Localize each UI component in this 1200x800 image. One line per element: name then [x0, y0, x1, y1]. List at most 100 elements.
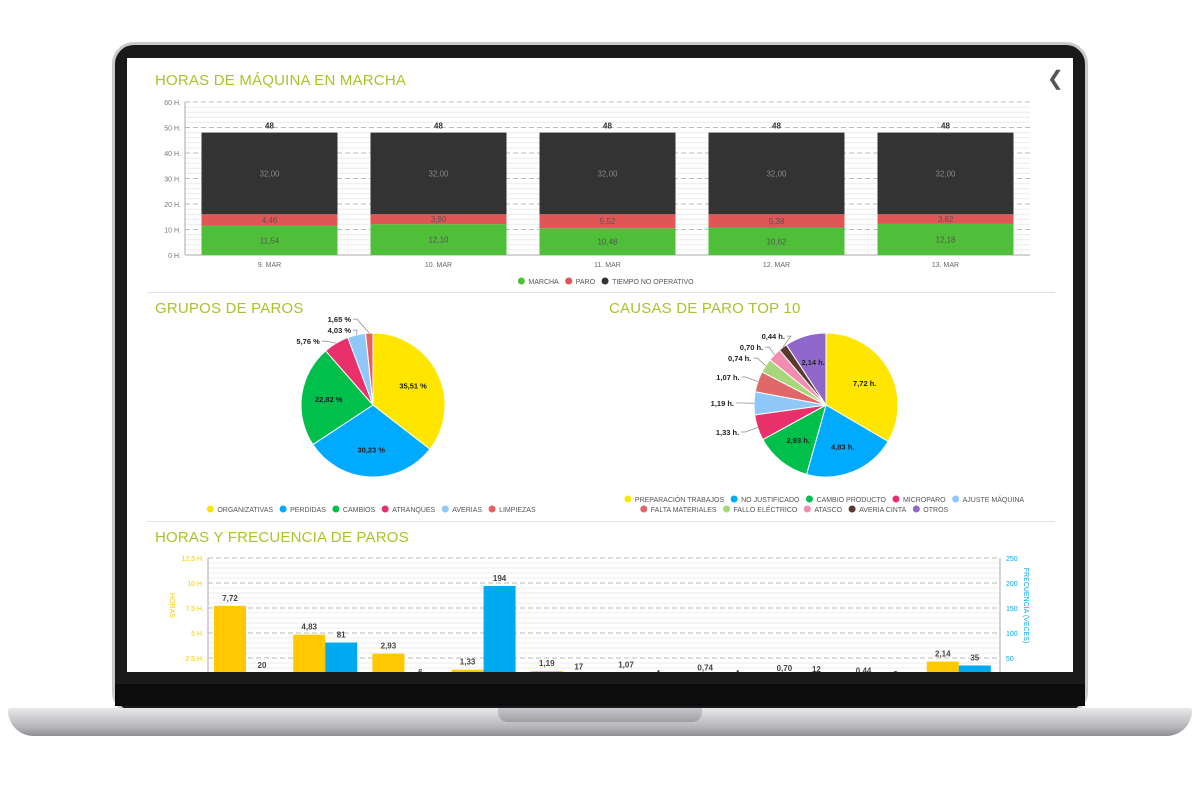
bar-tiempo-no-operativo — [539, 132, 676, 215]
data-label: 0,74 — [697, 664, 713, 672]
bar-horas — [451, 669, 484, 672]
data-label: 2,14 — [935, 650, 951, 659]
slice-label: 2,93 h. — [787, 436, 810, 445]
y-tick-label: 7.5 H. — [185, 606, 204, 613]
y-tick-label: 10 H. — [164, 228, 181, 235]
legend-marker — [803, 505, 811, 513]
y-tick-label: 0 H. — [168, 253, 181, 260]
data-label: 1,19 — [539, 659, 555, 668]
legend-label: FALTA MATERIALES — [651, 507, 717, 514]
y-tick-label: 50 H. — [164, 126, 181, 133]
bar-tiempo-no-operativo — [708, 132, 845, 215]
data-label: 194 — [493, 574, 507, 583]
data-label: 32,00 — [597, 169, 618, 178]
y-tick-label: 20 H. — [164, 202, 181, 209]
bar-tiempo-no-operativo — [877, 132, 1014, 215]
legend-label: MARCHA — [528, 279, 559, 286]
data-label: 32,00 — [766, 169, 787, 178]
x-tick-label: 9. MAR — [258, 262, 281, 269]
legend-label: ATRANQUES — [392, 507, 435, 514]
bar-paro — [201, 214, 338, 226]
bar-frecuencia — [483, 586, 516, 672]
legend-label: LIMPIEZAS — [499, 507, 536, 514]
legend-label: CAMBIO PRODUCTO — [816, 497, 886, 504]
leader-line — [353, 329, 358, 335]
pie-slice — [372, 332, 446, 450]
slice-label: 4,83 h. — [831, 442, 854, 451]
total-label: 48 — [772, 122, 781, 131]
laptop-bezel — [115, 684, 1085, 706]
data-label: 6 — [418, 668, 423, 672]
legend-label: PREPARACIÓN TRABAJOS — [635, 495, 725, 504]
leader-line — [765, 346, 775, 355]
bar-tiempo-no-operativo — [370, 132, 507, 215]
y-tick-label: 60 H. — [164, 100, 181, 107]
slice-label: 0,74 h. — [728, 354, 751, 363]
slice-label: 1,19 h. — [711, 399, 734, 408]
legend-marker — [892, 495, 900, 503]
data-label: 1,33 — [460, 658, 476, 667]
slice-label: 0,44 h. — [762, 332, 785, 341]
dashboard-screen: ❮ HORAS DE MÁQUINA EN MARCHA GRUPOS DE P… — [127, 58, 1073, 672]
chevron-left-icon[interactable]: ❮ — [1047, 68, 1064, 90]
legend-marker — [565, 277, 573, 285]
divider — [147, 292, 1055, 293]
slice-label: 5,76 % — [296, 337, 320, 346]
y-tick-label: 2.5 H. — [185, 656, 204, 663]
divider — [147, 521, 1055, 522]
legend-label: CAMBIOS — [343, 507, 376, 514]
legend-marker — [332, 505, 340, 513]
legend-marker — [640, 505, 648, 513]
slice-label: 1,33 h. — [716, 428, 739, 437]
slice-label: 4,03 % — [328, 326, 352, 335]
data-label: 5,52 — [600, 217, 616, 226]
legend-marker — [624, 495, 632, 503]
top-causes-title: CAUSAS DE PARO TOP 10 — [609, 300, 801, 317]
legend-marker — [517, 277, 525, 285]
x-tick-label: 11. MAR — [594, 262, 621, 269]
data-label: 32,00 — [935, 169, 956, 178]
legend-label: OTROS — [923, 507, 948, 514]
stop-groups-title: GRUPOS DE PAROS — [155, 300, 304, 317]
y-tick-label: 12.5 H. — [181, 556, 204, 563]
y-tick-label: 30 H. — [164, 177, 181, 184]
pie-slice — [825, 332, 899, 443]
bar-marcha — [370, 224, 507, 255]
legend-marker — [723, 505, 731, 513]
bar-frecuencia — [958, 665, 991, 672]
bar-paro — [708, 214, 845, 228]
legend-label: FALLO ELÉCTRICO — [734, 505, 798, 514]
total-label: 48 — [434, 122, 443, 131]
data-label: 2,93 — [381, 642, 397, 651]
data-label: 7,72 — [222, 594, 238, 603]
data-label: 10,48 — [597, 238, 618, 247]
charts-canvas: 0 H. 10 H. 20 H. 30 H. 40 H. 50 H. 60 H. 11,54 4… — [164, 100, 1030, 672]
bar-paro — [539, 214, 676, 229]
data-label: 11,54 — [260, 236, 280, 245]
data-label: 32,00 — [259, 169, 280, 178]
leader-line — [741, 376, 759, 382]
x-tick-label: 10. MAR — [425, 262, 452, 269]
legend-marker — [848, 505, 856, 513]
bar-horas — [372, 653, 405, 672]
data-label: 12,10 — [428, 236, 449, 245]
legend-marker — [601, 277, 609, 285]
pie-slice — [364, 332, 374, 406]
data-label: 12,18 — [935, 235, 956, 244]
data-label: 35 — [970, 654, 979, 663]
y-tick-label: 5 H. — [191, 631, 204, 638]
x-tick-label: 12. MAR — [763, 262, 790, 269]
slice-label: 1,07 h. — [716, 373, 739, 382]
data-label: 0,70 — [777, 664, 793, 672]
bar-horas — [293, 634, 326, 672]
data-label: 4,46 — [262, 216, 278, 225]
y2-tick-label: 200 — [1006, 581, 1018, 588]
pie-slice — [762, 403, 827, 475]
leader-line — [753, 357, 766, 366]
data-label: 81 — [337, 631, 346, 640]
laptop-notch — [498, 708, 702, 722]
legend-marker — [441, 505, 449, 513]
data-label: 4 — [656, 669, 661, 672]
data-label: 32,00 — [428, 169, 449, 178]
data-label: 0,44 — [856, 667, 872, 672]
